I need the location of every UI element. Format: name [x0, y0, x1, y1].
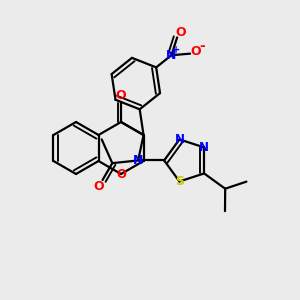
Text: N: N: [166, 49, 177, 62]
Text: O: O: [116, 169, 126, 182]
Text: O: O: [191, 45, 201, 58]
Text: N: N: [174, 133, 184, 146]
Text: -: -: [200, 40, 205, 53]
Text: O: O: [116, 89, 126, 102]
Text: O: O: [175, 26, 186, 39]
Text: S: S: [175, 175, 184, 188]
Text: O: O: [94, 180, 104, 193]
Text: N: N: [199, 141, 209, 154]
Text: N: N: [133, 154, 143, 167]
Text: +: +: [172, 45, 181, 55]
